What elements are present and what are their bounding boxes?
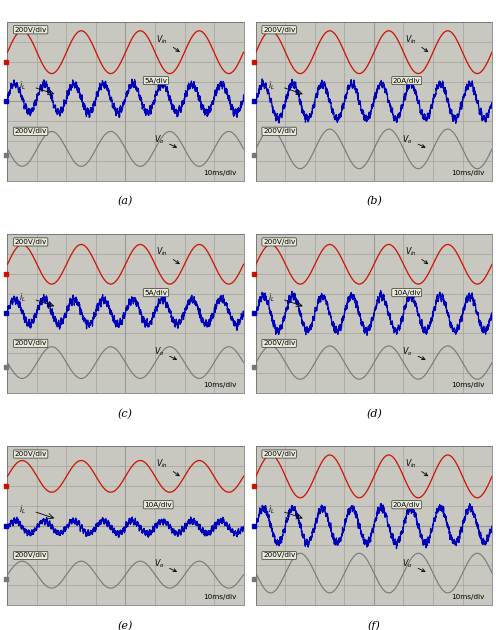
Text: 10ms/div: 10ms/div <box>203 170 237 176</box>
Text: 200V/div: 200V/div <box>14 340 47 347</box>
Text: $V_{in}$: $V_{in}$ <box>156 457 179 476</box>
Text: 10A/div: 10A/div <box>144 501 172 508</box>
Text: (e): (e) <box>118 621 133 630</box>
Text: $i_L$: $i_L$ <box>268 79 275 92</box>
Text: 200V/div: 200V/div <box>263 239 295 245</box>
Text: 200V/div: 200V/div <box>263 451 295 457</box>
Text: 20A/div: 20A/div <box>393 501 421 508</box>
Text: (d): (d) <box>366 408 382 419</box>
Text: $V_{in}$: $V_{in}$ <box>405 33 428 52</box>
Text: 200V/div: 200V/div <box>263 27 295 33</box>
Text: 10ms/div: 10ms/div <box>451 594 485 600</box>
Text: (f): (f) <box>368 621 380 630</box>
Text: $i_L$: $i_L$ <box>19 291 26 304</box>
Text: 200V/div: 200V/div <box>14 27 47 33</box>
Text: $V_o$: $V_o$ <box>402 345 425 360</box>
Text: 200V/div: 200V/div <box>263 340 295 347</box>
Text: $i_L$: $i_L$ <box>19 503 26 516</box>
Text: $V_{in}$: $V_{in}$ <box>156 245 179 264</box>
Text: $V_o$: $V_o$ <box>154 557 177 571</box>
Text: 10A/div: 10A/div <box>393 290 421 295</box>
Text: $V_{in}$: $V_{in}$ <box>405 457 428 476</box>
Text: (a): (a) <box>118 197 133 207</box>
Text: $i_L$: $i_L$ <box>268 503 275 516</box>
Text: 200V/div: 200V/div <box>263 129 295 134</box>
Text: 200V/div: 200V/div <box>263 553 295 558</box>
Text: $V_{in}$: $V_{in}$ <box>405 245 428 264</box>
Text: 200V/div: 200V/div <box>14 553 47 558</box>
Text: (b): (b) <box>366 197 382 207</box>
Text: $V_{in}$: $V_{in}$ <box>156 33 179 52</box>
Text: $V_o$: $V_o$ <box>402 133 425 147</box>
Text: 200V/div: 200V/div <box>14 129 47 134</box>
Text: $V_o$: $V_o$ <box>154 345 177 360</box>
Text: 200V/div: 200V/div <box>14 239 47 245</box>
Text: $i_L$: $i_L$ <box>19 79 26 92</box>
Text: 10ms/div: 10ms/div <box>203 382 237 388</box>
Text: $V_o$: $V_o$ <box>402 557 425 571</box>
Text: 10ms/div: 10ms/div <box>451 170 485 176</box>
Text: 10ms/div: 10ms/div <box>203 594 237 600</box>
Text: 10ms/div: 10ms/div <box>451 382 485 388</box>
Text: 20A/div: 20A/div <box>393 77 421 84</box>
Text: $i_L$: $i_L$ <box>268 291 275 304</box>
Text: 5A/div: 5A/div <box>144 77 167 84</box>
Text: $V_o$: $V_o$ <box>154 133 177 147</box>
Text: 5A/div: 5A/div <box>144 290 167 295</box>
Text: (c): (c) <box>118 408 133 419</box>
Text: 200V/div: 200V/div <box>14 451 47 457</box>
